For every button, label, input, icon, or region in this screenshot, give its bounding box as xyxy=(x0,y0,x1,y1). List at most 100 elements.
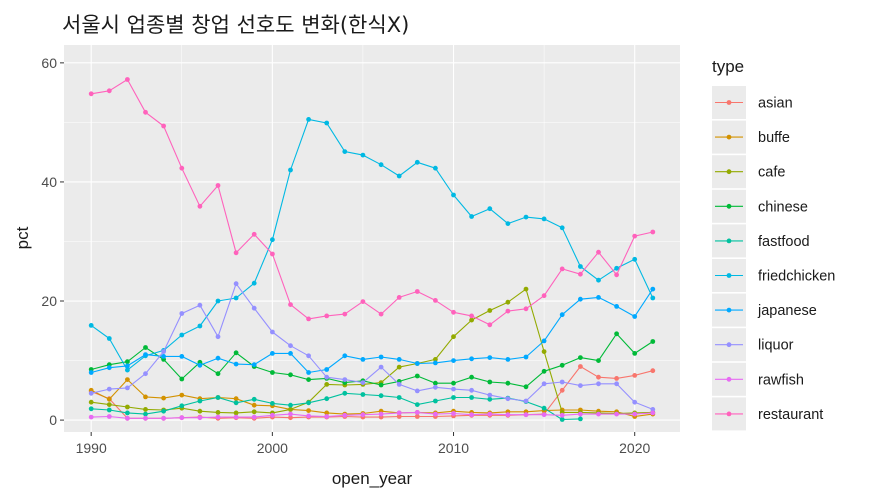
series-line xyxy=(91,333,654,388)
data-point xyxy=(125,367,130,373)
data-point xyxy=(396,364,402,370)
data-point xyxy=(106,414,112,419)
data-point xyxy=(342,412,348,418)
y-axis-ticks: 0 20 40 60 xyxy=(41,55,64,428)
legend-item-restaurant: restaurant xyxy=(712,397,823,431)
legend: type asian buffe cafe chinese fastfood friedc… xyxy=(712,57,835,431)
data-point xyxy=(179,165,185,171)
data-point xyxy=(143,407,148,412)
data-point xyxy=(342,390,348,396)
data-point xyxy=(451,411,456,416)
legend-label: restaurant xyxy=(758,407,823,423)
data-point xyxy=(469,387,474,393)
data-point xyxy=(360,380,366,385)
data-point xyxy=(143,352,148,357)
data-point xyxy=(288,415,293,421)
data-point xyxy=(215,410,221,415)
series-line xyxy=(90,118,654,371)
grid-lines xyxy=(64,45,680,432)
data-point xyxy=(487,355,493,360)
legend-point xyxy=(726,307,732,313)
data-point xyxy=(143,109,148,115)
data-point xyxy=(541,381,547,387)
data-point xyxy=(106,386,112,392)
chart-title: 서울시 업종별 창업 선호도 변화(한식X) xyxy=(62,13,409,37)
data-point xyxy=(306,400,311,406)
data-point xyxy=(360,357,366,362)
data-point xyxy=(451,334,456,340)
data-point xyxy=(414,402,420,407)
data-point xyxy=(125,404,130,410)
data-point xyxy=(179,376,185,382)
data-point xyxy=(596,358,601,363)
data-point xyxy=(505,412,511,418)
data-point xyxy=(106,365,112,371)
data-point xyxy=(270,370,275,375)
data-point xyxy=(578,383,583,388)
data-point xyxy=(378,364,384,370)
data-point xyxy=(360,392,366,397)
data-point xyxy=(433,298,438,303)
data-point xyxy=(233,414,239,420)
data-point xyxy=(88,323,94,328)
legend-item-chinese: chinese xyxy=(712,189,808,223)
data-point xyxy=(650,339,656,344)
data-point xyxy=(523,398,529,404)
data-point xyxy=(541,412,547,418)
legend-item-rawfish: rawfish xyxy=(712,362,804,396)
legend-point xyxy=(726,134,732,140)
data-point xyxy=(125,77,130,82)
data-point xyxy=(650,229,656,235)
legend-items: asian buffe cafe chinese fastfood friedchicke… xyxy=(712,86,835,431)
data-point xyxy=(396,173,402,179)
data-point xyxy=(433,411,438,417)
data-point xyxy=(451,358,456,363)
series-line xyxy=(91,288,654,374)
data-point xyxy=(614,376,619,381)
data-point xyxy=(125,410,130,416)
data-point xyxy=(306,316,311,322)
legend-label: fastfood xyxy=(758,234,810,250)
data-point xyxy=(251,396,257,402)
data-point xyxy=(179,392,185,398)
data-point xyxy=(125,363,130,369)
plot-panel xyxy=(64,45,680,432)
data-point xyxy=(215,355,221,361)
data-point xyxy=(559,412,565,418)
data-point xyxy=(215,371,221,377)
data-point xyxy=(632,233,638,239)
data-point xyxy=(251,231,257,237)
data-point xyxy=(632,256,638,262)
data-point xyxy=(414,289,420,294)
data-point xyxy=(541,368,547,374)
y-tick-label: 0 xyxy=(49,412,57,428)
data-point xyxy=(414,373,420,379)
data-point xyxy=(487,308,493,313)
data-point xyxy=(179,332,185,338)
data-point xyxy=(469,214,474,219)
data-point xyxy=(396,357,402,362)
legend-label: rawfish xyxy=(758,372,804,388)
data-point xyxy=(378,393,384,399)
series-rawfish xyxy=(88,410,656,421)
data-point xyxy=(614,381,619,387)
y-tick-label: 60 xyxy=(41,55,57,71)
data-point xyxy=(179,354,185,359)
data-point xyxy=(541,293,547,299)
legend-label: chinese xyxy=(758,199,808,215)
series-line xyxy=(90,379,653,418)
data-point xyxy=(650,368,656,374)
data-point xyxy=(650,295,656,301)
data-point xyxy=(360,412,366,418)
data-point xyxy=(288,372,293,378)
data-point xyxy=(487,379,493,385)
data-point xyxy=(596,381,601,387)
legend-item-cafe: cafe xyxy=(712,155,785,189)
data-point xyxy=(469,317,474,323)
y-axis-title: pct xyxy=(13,226,32,249)
data-point xyxy=(523,354,529,360)
data-point xyxy=(88,399,94,405)
data-point xyxy=(88,390,94,396)
data-point xyxy=(578,411,583,417)
data-point xyxy=(270,351,275,356)
